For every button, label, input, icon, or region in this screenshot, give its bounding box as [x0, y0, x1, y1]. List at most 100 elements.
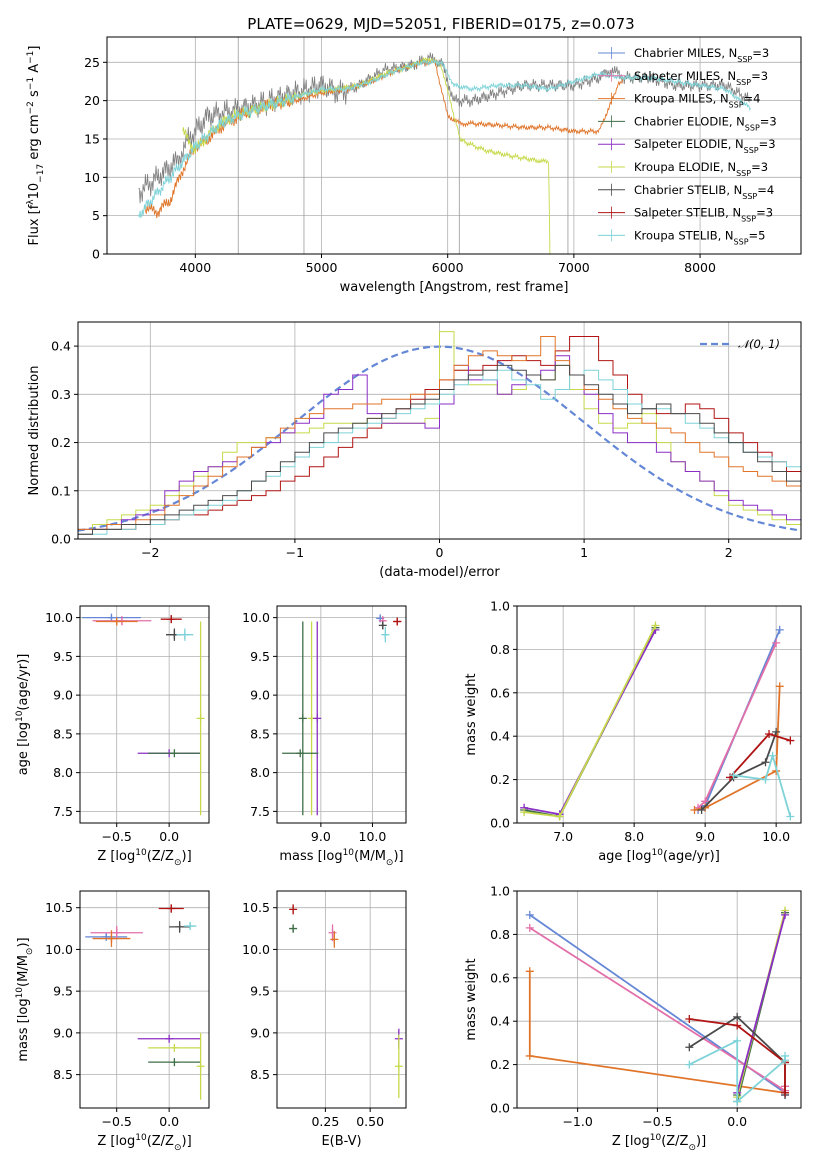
data-point	[170, 749, 179, 758]
panel-mass_vs_Z: −0.5 0.08.59.09.510.010.5Z [log10(Z/Z⊙)]m…	[15, 890, 210, 1153]
weight-line-kroupa-miles	[694, 686, 781, 811]
x-axis-label: age [log10(age/yr)]	[598, 848, 720, 864]
x-tick-label: 1	[580, 545, 588, 560]
legend-sub: SSP	[729, 100, 744, 109]
y-tick-label: 0.1	[51, 483, 71, 498]
y-tick-label: 7.5	[250, 804, 270, 819]
legend-nssp: =4	[744, 92, 761, 106]
x-tick-label: 10.0	[762, 829, 790, 844]
y-tick-label: 0.2	[490, 772, 510, 787]
data-point	[289, 924, 298, 933]
weight-line-chabrier-stelib	[700, 731, 778, 811]
x-axis-label-part: 10	[651, 848, 663, 858]
data-point	[112, 928, 121, 937]
data-point	[328, 928, 337, 937]
y-axis-label-part: (age/yr)]	[16, 654, 31, 711]
legend-label: Kroupa ELODIE, NSSP=3	[634, 160, 768, 178]
data-point	[313, 714, 322, 723]
weight-point	[525, 923, 534, 932]
weight-point	[765, 730, 774, 739]
data-point	[378, 621, 387, 630]
y-tick-label: 9.0	[53, 688, 73, 703]
weight-point	[772, 727, 781, 736]
y-axis-label: mass weight	[464, 958, 479, 1040]
data-point	[102, 932, 111, 941]
y-axis-label: age [log10(age/yr)]	[15, 654, 31, 776]
data-point	[196, 714, 205, 723]
x-tick-label: −0.5	[102, 829, 132, 844]
x-tick-label: −1	[286, 545, 304, 560]
x-tick-label: 0	[436, 545, 444, 560]
y-tick-label: 9.0	[250, 688, 270, 703]
legend-label: Chabrier MILES, NSSP=3	[634, 46, 769, 64]
y-axis-label-part: Flux [f	[27, 204, 42, 245]
y-tick-label: 0.6	[490, 970, 510, 985]
data-point	[165, 1034, 174, 1043]
weight-line-kroupa-stelib	[733, 752, 792, 817]
x-tick-label: 0.0	[159, 829, 179, 844]
x-axis-label-part: ⊙	[386, 858, 394, 868]
y-tick-label: 15	[84, 131, 100, 146]
weight-line-salpeter-stelib	[689, 1018, 786, 1093]
plot-area	[138, 37, 751, 254]
x-axis-label-part: 10	[343, 848, 355, 858]
x-axis-label-part: (Z/Z	[147, 849, 174, 864]
legend-name: Salpeter ELODIE, N	[634, 137, 744, 151]
y-tick-label: 8.5	[53, 726, 73, 741]
legend-name: Salpeter MILES, N	[634, 69, 736, 83]
x-axis-label-part: (Z/Z	[661, 1134, 688, 1149]
panel-age_vs_Z: −0.5 0.07.58.08.59.09.510.0Z [log10(Z/Z⊙)…	[15, 605, 210, 868]
histogram-kroupa-miles	[78, 336, 801, 539]
y-axis-label-part: −1	[26, 51, 36, 64]
weight-line-chabrier-elodie	[523, 627, 657, 818]
y-tick-label: 10.5	[45, 900, 73, 915]
y-tick-label: 10.0	[45, 942, 73, 957]
plot-area	[282, 614, 402, 816]
legend-name: Chabrier STELIB, N	[634, 183, 742, 197]
data-point	[167, 904, 176, 913]
y-tick-label: 7.5	[53, 804, 73, 819]
y-axis-label-part: erg cm	[27, 114, 42, 163]
legend-nssp: =3	[756, 206, 773, 220]
y-tick-label: 0.2	[51, 435, 71, 450]
legend-name: Kroupa ELODIE, N	[634, 160, 736, 174]
axes-frame	[276, 890, 407, 1109]
y-tick-label: 0.4	[490, 1014, 510, 1029]
y-axis-label-part: s	[27, 90, 42, 101]
legend-sub: SSP	[741, 214, 756, 223]
x-tick-label: 6000	[432, 260, 464, 275]
data-point	[112, 617, 121, 626]
weight-point	[761, 775, 770, 784]
weight-point	[690, 805, 699, 814]
x-tick-label: 9.0	[311, 829, 331, 844]
x-tick-label: −0.5	[102, 1114, 132, 1129]
legend-sub: SSP	[736, 169, 751, 178]
data-point	[196, 1062, 205, 1071]
panel-mass_vs_ebv: 0.25 0.50 8.5 9.0 9.5 10.0 10.5 E(B-V)	[242, 890, 407, 1149]
legend-sub: SSP	[736, 77, 751, 86]
data-point	[186, 922, 195, 931]
x-axis-label-part: ⊙	[174, 858, 182, 868]
x-axis-label-part: )]	[696, 1134, 706, 1149]
x-axis-label-part: )]	[182, 849, 192, 864]
y-tick-label: 8.0	[53, 765, 73, 780]
axes-frame	[516, 605, 802, 824]
y-axis-label: Flux [fλ10−17 erg cm−2 s−1 A−1]	[26, 46, 46, 246]
x-axis-label-part: 10	[135, 848, 147, 858]
histogram-chabrier-stelib	[78, 364, 801, 539]
x-axis-label-part: ⊙	[688, 1143, 696, 1153]
y-tick-label: 10	[84, 170, 100, 185]
panel-age_vs_mass: 9.0 10.0 7.5 8.0 8.5 9.0 9.5 10.0 mass [log10(M/…	[242, 605, 407, 868]
histogram-salpeter-elodie	[78, 355, 801, 539]
data-point	[298, 714, 307, 723]
y-axis-label: mass weight	[464, 673, 479, 755]
y-tick-label: 0.0	[490, 1101, 510, 1116]
legend-nssp: =3	[751, 160, 768, 174]
y-axis-label-part: 10	[27, 183, 42, 200]
panel-residuals: 𝒩(0, 1) −2 −1 0 1 2 0.0 0.1 0.2 0.3 0.4 (data-model…	[27, 321, 802, 580]
spectrum-line-kroupa-stelib	[138, 58, 751, 219]
y-tick-label: 20	[84, 93, 100, 108]
data-point	[117, 616, 126, 625]
y-axis-label-part: 10	[15, 710, 25, 722]
